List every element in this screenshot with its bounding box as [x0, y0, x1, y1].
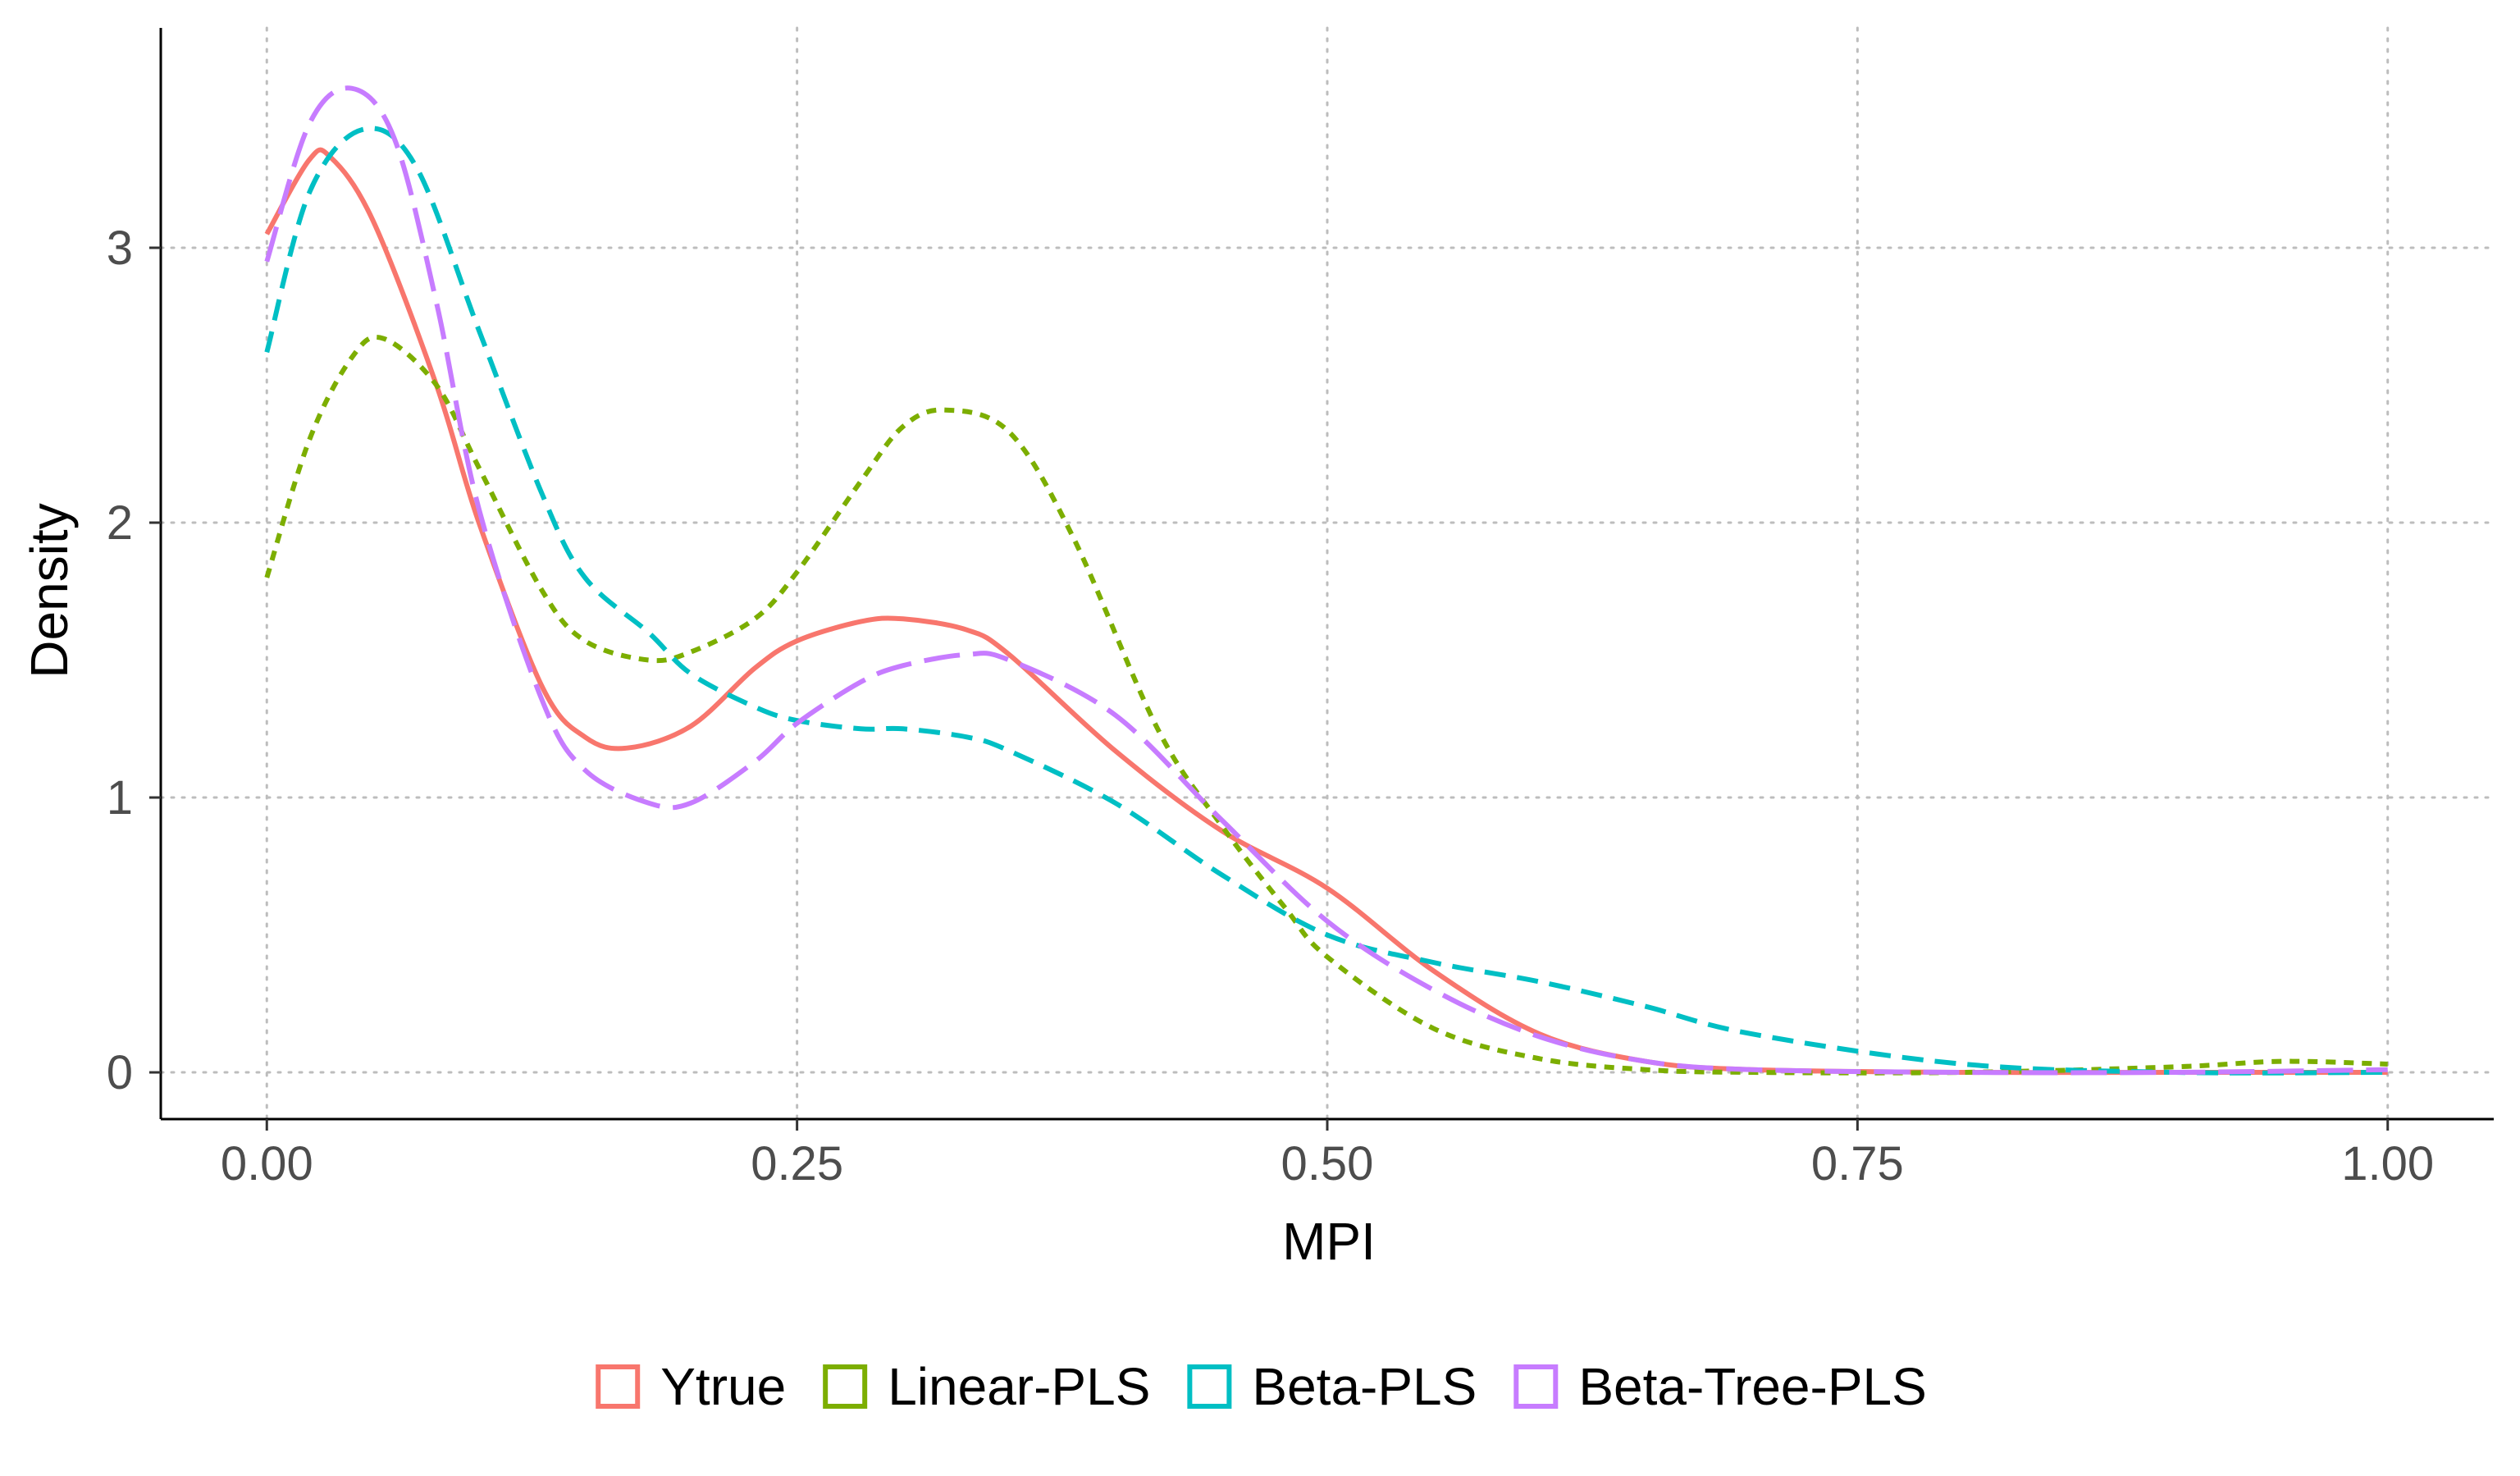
y-tick-label-2: 2: [107, 496, 133, 550]
legend: Ytrue Linear-PLS Beta-PLS Beta-Tree-PLS: [596, 1357, 1927, 1416]
legend-key-ytrue: [596, 1364, 641, 1409]
x-tick-label-2: 0.50: [1281, 1137, 1374, 1190]
y-tick-label-1: 1: [107, 771, 133, 825]
legend-label-beta-tree-pls: Beta-Tree-PLS: [1578, 1357, 1926, 1416]
legend-key-beta-tree-pls: [1513, 1364, 1559, 1409]
legend-item-beta-pls: Beta-PLS: [1187, 1357, 1477, 1416]
legend-key-beta-pls: [1187, 1364, 1232, 1409]
series-layer: [264, 85, 2388, 1076]
x-tick-label-4: 1.00: [2341, 1137, 2434, 1190]
legend-item-linear-pls: Linear-PLS: [823, 1357, 1150, 1416]
legend-item-beta-tree-pls: Beta-Tree-PLS: [1513, 1357, 1927, 1416]
x-tick-label-0: 0.00: [221, 1137, 313, 1190]
x-axis-title: MPI: [1282, 1212, 1376, 1271]
legend-label-beta-pls: Beta-PLS: [1252, 1357, 1477, 1416]
y-axis-title: Density: [20, 503, 79, 678]
legend-label-linear-pls: Linear-PLS: [888, 1357, 1150, 1416]
x-tick-label-3: 0.75: [1811, 1137, 1904, 1190]
ticks-layer: 0.00 0.25 0.50 0.75 1.00 0 1 2 3: [107, 222, 2434, 1190]
x-tick-label-1: 0.25: [751, 1137, 843, 1190]
series-line-beta-pls: [264, 126, 2388, 1076]
legend-key-linear-pls: [823, 1364, 868, 1409]
y-tick-label-0: 0: [107, 1046, 133, 1099]
legend-label-ytrue: Ytrue: [660, 1357, 786, 1416]
series-line-beta-tree-pls: [264, 85, 2388, 1076]
legend-item-ytrue: Ytrue: [596, 1357, 786, 1416]
y-tick-label-3: 3: [107, 222, 133, 275]
series-line-linear-pls: [264, 334, 2388, 1076]
